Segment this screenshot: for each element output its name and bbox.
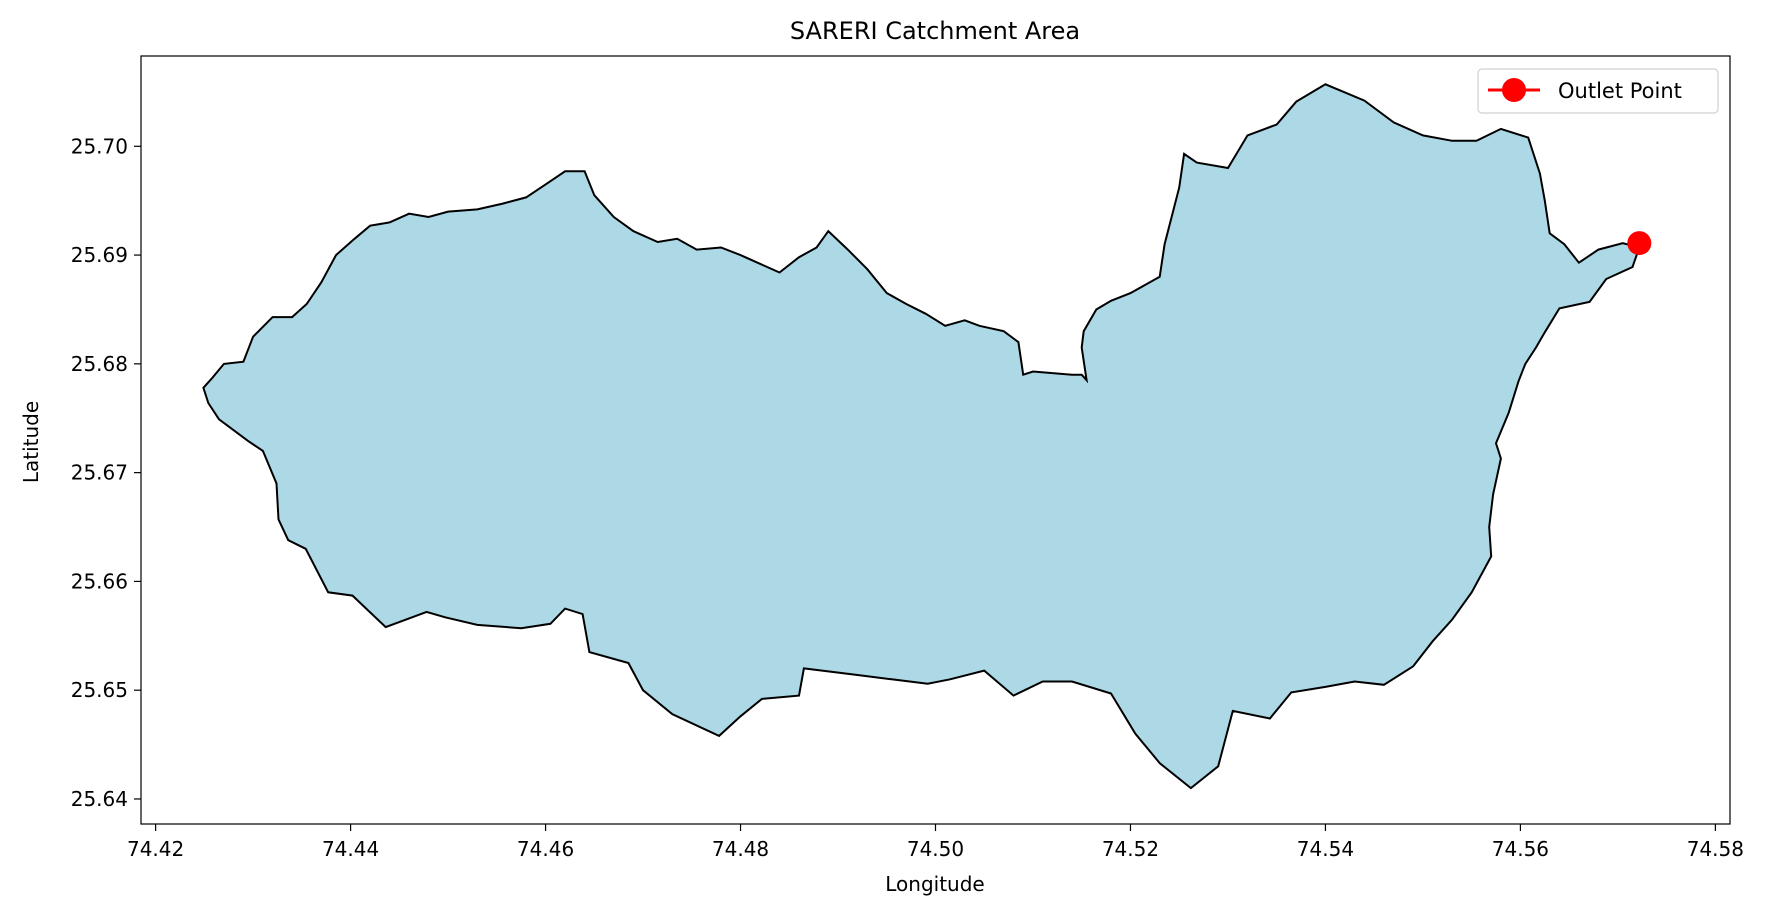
legend-box — [1477, 68, 1719, 114]
x-tick-label: 74.44 — [322, 837, 379, 861]
y-axis-ticks: 25.64 25.65 25.66 25.67 25.68 25.69 25.70 — [71, 134, 141, 811]
y-tick-label: 25.70 — [71, 134, 128, 158]
y-tick-label: 25.66 — [71, 569, 128, 593]
y-tick-label: 25.67 — [71, 461, 128, 485]
y-tick-label: 25.69 — [71, 243, 128, 267]
chart-title: SARERI Catchment Area — [790, 17, 1080, 45]
x-tick-label: 74.52 — [1102, 837, 1159, 861]
x-tick-label: 74.56 — [1492, 837, 1549, 861]
legend: Outlet Point — [1477, 68, 1719, 114]
x-tick-label: 74.42 — [127, 837, 184, 861]
y-tick-label: 25.64 — [71, 787, 128, 811]
x-tick-label: 74.50 — [907, 837, 964, 861]
x-axis-ticks: 74.42 74.44 74.46 74.48 74.50 74.52 74.54 74.56… — [127, 824, 1744, 861]
y-tick-label: 25.68 — [71, 352, 128, 376]
legend-marker-icon — [1502, 78, 1526, 102]
catchment-polygon — [202, 83, 1641, 790]
y-axis-label: Latitude — [19, 401, 43, 483]
x-tick-label: 74.46 — [517, 837, 574, 861]
plot-area — [140, 55, 1731, 825]
x-tick-label: 74.54 — [1297, 837, 1354, 861]
y-tick-label: 25.65 — [71, 678, 128, 702]
legend-label: Outlet Point — [1558, 79, 1682, 103]
outlet-layer — [1627, 231, 1652, 256]
catchment-layer — [202, 83, 1641, 790]
x-tick-label: 74.48 — [712, 837, 769, 861]
x-axis-label: Longitude — [885, 872, 984, 896]
x-tick-label: 74.58 — [1687, 837, 1744, 861]
outlet-point-marker — [1627, 231, 1652, 256]
